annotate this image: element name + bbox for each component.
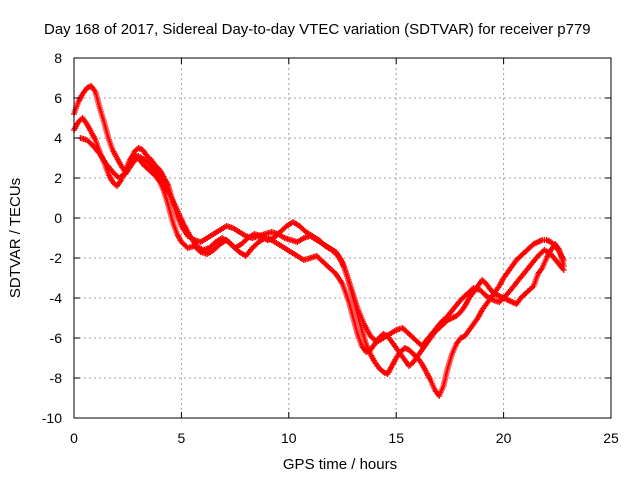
x-tick-label: 10 xyxy=(281,430,297,446)
x-tick-label: 20 xyxy=(496,430,512,446)
y-tick-label: 6 xyxy=(54,90,62,106)
y-tick-label: -4 xyxy=(50,290,63,306)
x-axis-label: GPS time / hours xyxy=(283,456,397,473)
axis-ticks: 0 5 10 15 20 25 -10 -8 -6 -4 -2 0 2 4 6 8 xyxy=(42,50,619,446)
plot-frame xyxy=(73,57,612,419)
x-tick-label: 25 xyxy=(603,430,619,446)
y-axis-label: SDTVAR / TECUs xyxy=(7,178,24,298)
y-tick-label: -2 xyxy=(50,250,63,266)
y-tick-label: 8 xyxy=(54,50,62,66)
chart-title: Day 168 of 2017, Sidereal Day-to-day VTE… xyxy=(44,21,591,38)
x-tick-label: 15 xyxy=(388,430,404,446)
x-tick-label: 0 xyxy=(70,430,78,446)
y-tick-label: 0 xyxy=(54,210,62,226)
y-tick-label: -8 xyxy=(50,370,63,386)
grid-lines xyxy=(74,58,611,418)
series-3 xyxy=(77,135,567,349)
y-tick-label: 4 xyxy=(54,130,62,146)
data-point xyxy=(560,267,567,273)
y-tick-label: 2 xyxy=(54,170,62,186)
y-tick-label: -6 xyxy=(50,330,63,346)
data-points xyxy=(71,83,567,399)
x-tick-label: 5 xyxy=(178,430,186,446)
y-tick-label: -10 xyxy=(42,410,62,426)
